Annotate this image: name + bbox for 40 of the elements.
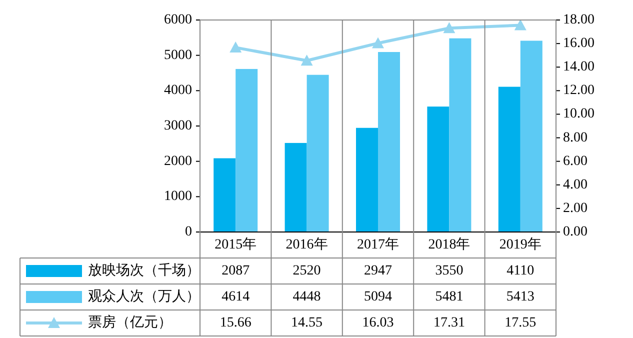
y2-tick-label: 2.00 bbox=[563, 200, 588, 216]
y-tick-label: 0 bbox=[185, 224, 192, 240]
x-tick-label: 2017年 bbox=[357, 236, 399, 252]
data-label: 15.66 bbox=[220, 316, 252, 330]
y-tick-label: 5000 bbox=[164, 48, 192, 63]
x-tick-label: 2015年 bbox=[214, 236, 257, 252]
y-tick-label: 4000 bbox=[164, 83, 192, 98]
y2-tick-label: 10.00 bbox=[563, 106, 594, 122]
data-label: 5413 bbox=[506, 290, 534, 304]
y2-tick-label: 4.00 bbox=[563, 177, 588, 192]
data-label: 4614 bbox=[222, 290, 250, 304]
legend-label: 观众人次（万人） bbox=[88, 288, 200, 304]
y-tick-label: 1000 bbox=[164, 189, 192, 204]
data-label: 5481 bbox=[435, 290, 464, 304]
data-label: 2947 bbox=[364, 264, 392, 278]
y2-tick-label: 6.00 bbox=[563, 154, 588, 169]
data-label: 14.55 bbox=[291, 316, 323, 330]
data-label: 4110 bbox=[506, 264, 534, 278]
y2-tick-label: 12.00 bbox=[563, 83, 594, 98]
x-tick-label: 2018年 bbox=[428, 236, 470, 252]
data-label: 17.55 bbox=[504, 316, 536, 330]
y2-tick-label: 8.00 bbox=[563, 130, 588, 146]
x-tick-label: 2019年 bbox=[499, 236, 542, 252]
y2-tick-label: 0.00 bbox=[563, 224, 588, 240]
data-label: 4448 bbox=[292, 290, 321, 304]
data-label: 17.31 bbox=[433, 316, 465, 330]
y-tick-label: 3000 bbox=[164, 118, 192, 134]
y2-tick-label: 18.00 bbox=[563, 12, 594, 28]
y-tick-label: 2000 bbox=[164, 154, 192, 169]
y-tick-label: 6000 bbox=[164, 12, 192, 28]
data-label: 5094 bbox=[364, 290, 392, 304]
data-label: 2087 bbox=[222, 264, 250, 278]
x-tick-label: 2016年 bbox=[286, 236, 328, 252]
legend-label: 票房（亿元） bbox=[88, 314, 172, 330]
data-label: 3550 bbox=[435, 264, 464, 278]
legend-label: 放映场次（千场） bbox=[88, 262, 200, 278]
y2-tick-label: 16.00 bbox=[563, 36, 594, 52]
data-label: 2520 bbox=[292, 264, 321, 278]
y2-tick-label: 14.00 bbox=[563, 60, 594, 75]
data-label: 16.03 bbox=[362, 316, 394, 330]
